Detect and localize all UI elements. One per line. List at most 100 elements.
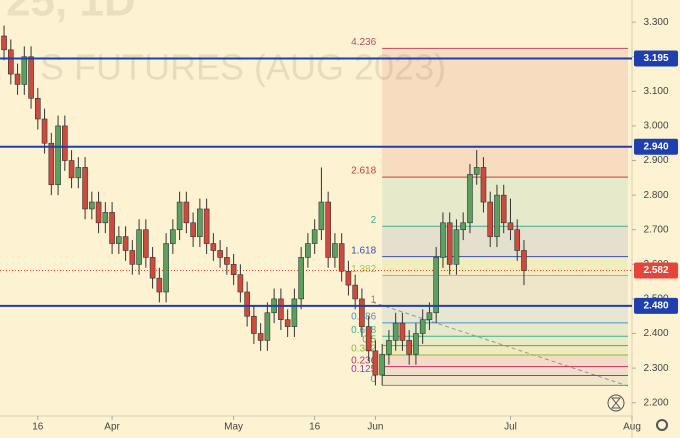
price-label: 3.195 <box>643 53 668 64</box>
fib-label: 0.382 <box>351 344 376 355</box>
fib-band <box>382 375 628 386</box>
candle-body <box>210 243 217 251</box>
x-tick-label: 16 <box>32 422 44 433</box>
y-tick-label: 3.300 <box>643 17 668 28</box>
candle-body <box>494 194 500 237</box>
candle-body <box>433 257 439 314</box>
price-label-box <box>634 297 678 314</box>
fib-label: 1.382 <box>351 264 376 275</box>
candle-body <box>406 340 412 355</box>
icon[interactable] <box>607 394 625 412</box>
hourglass-icon[interactable] <box>607 394 625 412</box>
fib-label: 0.236 <box>351 355 376 366</box>
price-label-box <box>634 262 678 279</box>
candle-body <box>284 319 291 327</box>
candle-body <box>217 250 223 258</box>
settings-icon[interactable] <box>656 419 668 431</box>
candle-body <box>480 167 487 203</box>
candle-body <box>35 97 41 120</box>
fib-label: 1 <box>371 294 377 305</box>
candle-body <box>203 208 210 244</box>
candle-body <box>278 298 284 320</box>
candle-body <box>163 243 169 293</box>
candle-body <box>21 56 28 85</box>
candle-body <box>514 229 521 251</box>
fib-band <box>382 366 628 376</box>
fib-band <box>382 226 628 257</box>
candle-body <box>305 243 311 258</box>
candle-body <box>55 125 61 186</box>
candle-body <box>102 212 109 224</box>
candle-body <box>386 340 392 355</box>
candle-body <box>379 353 385 376</box>
candle-body <box>95 201 102 224</box>
x-tick-label: Aug <box>623 422 641 433</box>
y-tick-label: 3.000 <box>643 121 668 132</box>
candle-body <box>230 264 237 276</box>
fib-band <box>382 275 628 306</box>
candle-body <box>291 298 298 327</box>
candle-body <box>224 257 230 265</box>
y-tick-label: 2.200 <box>643 397 668 408</box>
candle-body <box>372 350 379 376</box>
candle-body <box>311 229 318 244</box>
fib-band <box>382 355 628 367</box>
fib-band <box>382 322 628 337</box>
candle-body <box>446 222 453 265</box>
candle-body <box>82 167 88 210</box>
fib-label: 0.125 <box>351 364 376 375</box>
fib-label: 2 <box>371 215 377 226</box>
candle-body <box>413 333 419 355</box>
candle-body <box>453 229 460 265</box>
x-tick-label: Apr <box>104 422 120 433</box>
candle-body <box>332 243 338 258</box>
fib-band <box>382 48 628 178</box>
candle-body <box>62 125 68 161</box>
candle-body <box>129 250 136 265</box>
fib-label: 1.618 <box>351 245 376 256</box>
price-label-box <box>634 138 678 155</box>
candle-body <box>399 322 406 341</box>
price-label: 2.582 <box>643 265 668 276</box>
fib-label: 2.618 <box>351 166 376 177</box>
fib-label: 0.618 <box>351 325 376 336</box>
candle-body <box>325 201 331 258</box>
candle-body <box>318 201 325 231</box>
candle-body <box>149 257 156 279</box>
y-tick-label: 2.400 <box>643 328 668 339</box>
candle-body <box>467 174 473 224</box>
watermark: 25, 1D <box>6 0 136 26</box>
candle-body <box>136 229 142 265</box>
candle-body <box>500 194 507 224</box>
candle-body <box>41 118 48 144</box>
candle-body <box>345 270 352 286</box>
trend-line <box>371 301 629 387</box>
candle-body <box>143 229 149 258</box>
candle-body <box>197 208 203 237</box>
candle-body <box>487 201 494 237</box>
price-label-box <box>634 50 678 67</box>
candle-body <box>14 73 21 85</box>
price-label: 2.940 <box>643 141 668 152</box>
candle-body <box>116 236 122 244</box>
candle-body <box>298 257 304 300</box>
candle-body <box>190 222 196 237</box>
candle-body <box>365 326 372 352</box>
candle-body <box>251 315 257 334</box>
candle-body <box>244 291 250 317</box>
fib-label: 0 <box>371 374 377 385</box>
candle-body <box>419 319 426 334</box>
y-tick-label: 3.100 <box>643 86 668 97</box>
candle-body <box>264 312 271 341</box>
fib-label: 4.236 <box>351 37 376 48</box>
candle-body <box>507 222 514 231</box>
watermark: S FUTURES (AUG 2023) <box>40 47 446 88</box>
candle-body <box>352 284 358 300</box>
icon[interactable] <box>656 419 668 431</box>
price-label: 2.480 <box>643 300 668 311</box>
x-tick-label: May <box>224 422 243 433</box>
candle-body <box>176 201 183 231</box>
candle-body <box>338 243 345 272</box>
icon[interactable] <box>610 397 622 409</box>
fib-band <box>382 305 628 323</box>
